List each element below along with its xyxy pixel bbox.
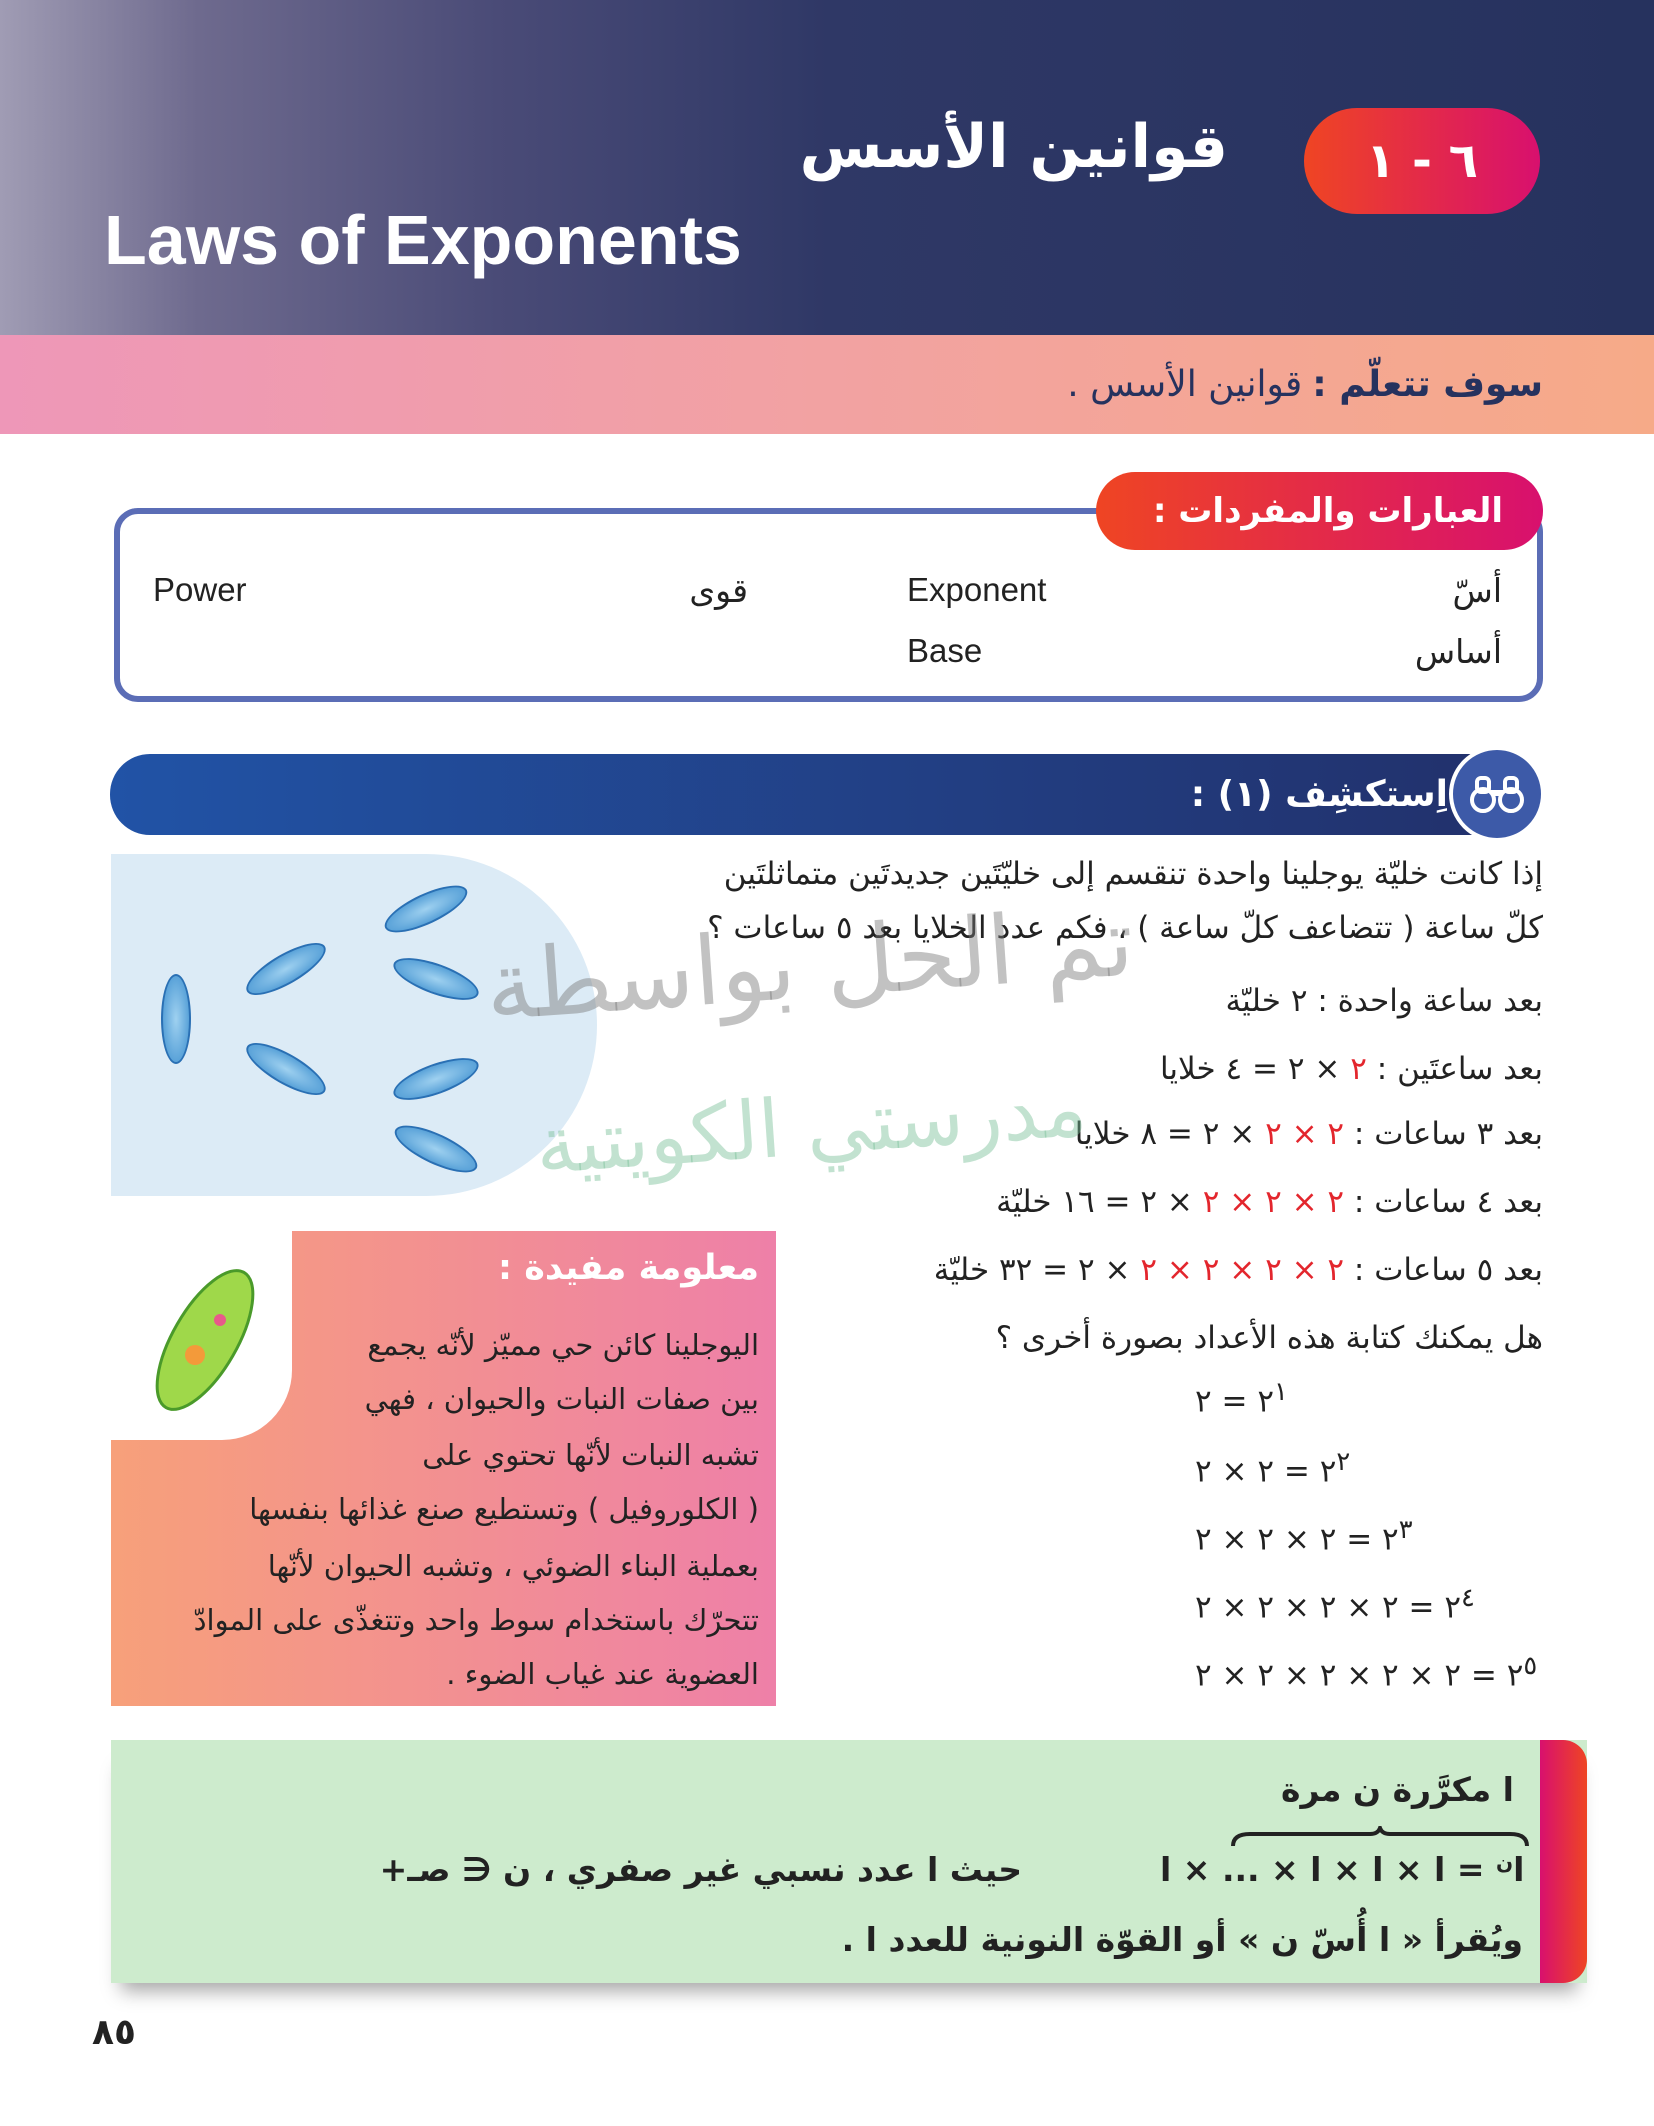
calc-row: بعد ساعتَين : ٢ × ٢ = ٤ خلايا [1160, 1051, 1543, 1087]
row-label: بعد ٣ ساعات : [1353, 1116, 1543, 1152]
eq-base: ٢ [1506, 1657, 1524, 1694]
calc-row: بعد ٥ ساعات : ٢ × ٢ × ٢ × ٢ × ٢ = ٣٢ خلي… [934, 1252, 1543, 1288]
page-title-arabic: قوانين الأسس [799, 112, 1228, 182]
lesson-number-badge: ٦ - ١ [1304, 108, 1540, 214]
learn-text: قوانين الأسس . [1067, 364, 1303, 405]
definition-reading: ويُقرأ « ﺍ أُسّ ن » أو القوّة النونية لل… [841, 1920, 1523, 1959]
def-product: ﺍ × ﺍ × ﺍ × ... × ﺍ [1160, 1850, 1446, 1889]
explore-heading: اِستكشِف (١) : [110, 754, 1543, 835]
eq-exponent: ٣ [1398, 1515, 1413, 1545]
eq-base: ٢ [1257, 1383, 1275, 1420]
eq-rhs: = ٢ × ٢ × ٢ × ٢ [1195, 1589, 1435, 1626]
info-title: معلومة مفيدة : [498, 1248, 759, 1288]
info-line: تشبه النبات لأنّها تحتوي على [422, 1438, 759, 1472]
page-title-english: Laws of Exponents [104, 201, 742, 279]
eq-rhs: = ٢ × ٢ × ٢ × ٢ × ٢ [1195, 1657, 1497, 1694]
cell-shape [378, 876, 474, 942]
cell-shape [161, 974, 191, 1064]
row-red: ٢ × ٢ × ٢ [1202, 1184, 1345, 1220]
eq-rhs: = ٢ × ٢ [1195, 1453, 1310, 1490]
info-line: بعملية البناء الضوئي ، وتشبه الحيوان لأن… [267, 1549, 759, 1583]
eq-exponent: ٥ [1523, 1651, 1538, 1681]
vocabulary-box [114, 508, 1543, 702]
eq-base: ٢ [1444, 1589, 1462, 1626]
vocab-ar-power: قوى [689, 571, 748, 610]
eq-exponent: ٤ [1461, 1583, 1475, 1613]
cell-shape [388, 1116, 484, 1182]
power-definition: ﺍن = ﺍ × ﺍ × ﺍ × ... × ﺍ [1160, 1850, 1525, 1889]
row-rest: × ٢ = ٤ خلايا [1159, 1051, 1341, 1087]
row-label: بعد ٥ ساعات : [1353, 1252, 1543, 1288]
calc-row: بعد ساعة واحدة : ٢ خليّة [1226, 983, 1543, 1019]
eq-exponent: ١ [1274, 1377, 1288, 1407]
cell-shape [388, 949, 484, 1009]
vocabulary-label: العبارات والمفردات : [1096, 472, 1543, 550]
definition-condition: حيث ﺍ عدد نسبي غير صفري ، ن ∈ صـ+ [379, 1850, 1022, 1889]
cell-shape [239, 933, 333, 1005]
row-label: بعد ٤ ساعات : [1353, 1184, 1543, 1220]
brace-label: ﺍ مكرَّرة ن مرة [1280, 1770, 1514, 1809]
row-rest: × ٢ = ٨ خلايا [1074, 1116, 1256, 1152]
row-red: ٢ × ٢ × ٢ × ٢ [1140, 1252, 1345, 1288]
overbrace [1231, 1826, 1529, 1847]
info-line: تتحرّك باستخدام سوط واحد وتتغذّى على الم… [193, 1603, 759, 1637]
power-equation: ٢٣ = ٢ × ٢ × ٢ [1195, 1515, 1413, 1557]
question-line-2: كلّ ساعة ( تتضاعف كلّ ساعة ) ، فكم عدد ا… [707, 910, 1543, 946]
eq-exponent: ٢ [1336, 1447, 1351, 1477]
def-base: ﺍ [1513, 1850, 1525, 1889]
vocab-en-exponent: Exponent [907, 571, 1047, 608]
vocab-ar-exponent: أسّ [1452, 571, 1502, 610]
row-rest: × ٢ = ١٦ خليّة [996, 1184, 1193, 1220]
row-label: بعد ساعة واحدة : [1317, 983, 1543, 1019]
row-rest: ٢ خليّة [1225, 983, 1308, 1019]
info-line: اليوجلينا كائن حي مميّز لأنّه يجمع [367, 1328, 759, 1362]
question-line-1: إذا كانت خليّة يوجلينا واحدة تنقسم إلى خ… [723, 856, 1543, 892]
prompt-text: هل يمكنك كتابة هذه الأعداد بصورة أخرى ؟ [995, 1320, 1543, 1356]
eq-rhs: = ٢ [1195, 1383, 1248, 1420]
row-rest: × ٢ = ٣٢ خليّة [933, 1252, 1131, 1288]
vocab-en-base: Base [907, 632, 983, 669]
eq-rhs: = ٢ × ٢ × ٢ [1195, 1521, 1373, 1558]
cell-shape [239, 1033, 333, 1105]
info-line: بين صفات النبات والحيوان ، فهي [364, 1382, 759, 1416]
power-equation: ٢١ = ٢ [1195, 1377, 1288, 1419]
vocab-en-power: Power [153, 571, 247, 608]
definition-accent-strip [1540, 1740, 1587, 1983]
vocab-ar-base: أساس [1414, 632, 1502, 671]
watermark-line-2: مدرستي الكويتية [532, 1060, 1090, 1193]
watermark-line-1: تم الحل بواسطة [481, 887, 1138, 1043]
calc-row: بعد ٣ ساعات : ٢ × ٢ × ٢ = ٨ خلايا [1075, 1116, 1543, 1152]
info-line: ( الكلوروفيل ) وتستطيع صنع غذائها بنفسها [249, 1492, 759, 1526]
euglena-illustration [155, 1269, 255, 1411]
row-label: بعد ساعتَين : [1376, 1051, 1543, 1087]
def-exponent: ن [1496, 1850, 1514, 1874]
row-red: ٢ [1350, 1051, 1367, 1087]
eq-base: ٢ [1382, 1521, 1399, 1558]
euglena-division-illustration [111, 854, 597, 1196]
exponent-definition-box [111, 1740, 1587, 1983]
calc-row: بعد ٤ ساعات : ٢ × ٢ × ٢ × ٢ = ١٦ خليّة [996, 1184, 1543, 1220]
power-equation: ٢٥ = ٢ × ٢ × ٢ × ٢ × ٢ [1195, 1651, 1537, 1693]
row-red: ٢ × ٢ [1265, 1116, 1345, 1152]
learning-objective: سوف تتعلّم : قوانين الأسس . [0, 335, 1654, 434]
cell-shape [388, 1049, 484, 1109]
binoculars-icon [1449, 746, 1545, 842]
learn-label: سوف تتعلّم : [1312, 364, 1543, 405]
eq-base: ٢ [1319, 1453, 1337, 1490]
power-equation: ٢٢ = ٢ × ٢ [1195, 1447, 1350, 1489]
info-line: العضوية عند غياب الضوء . [446, 1657, 759, 1691]
power-equation: ٢٤ = ٢ × ٢ × ٢ × ٢ [1195, 1583, 1475, 1625]
page-number: ٨٥ [92, 2012, 136, 2053]
